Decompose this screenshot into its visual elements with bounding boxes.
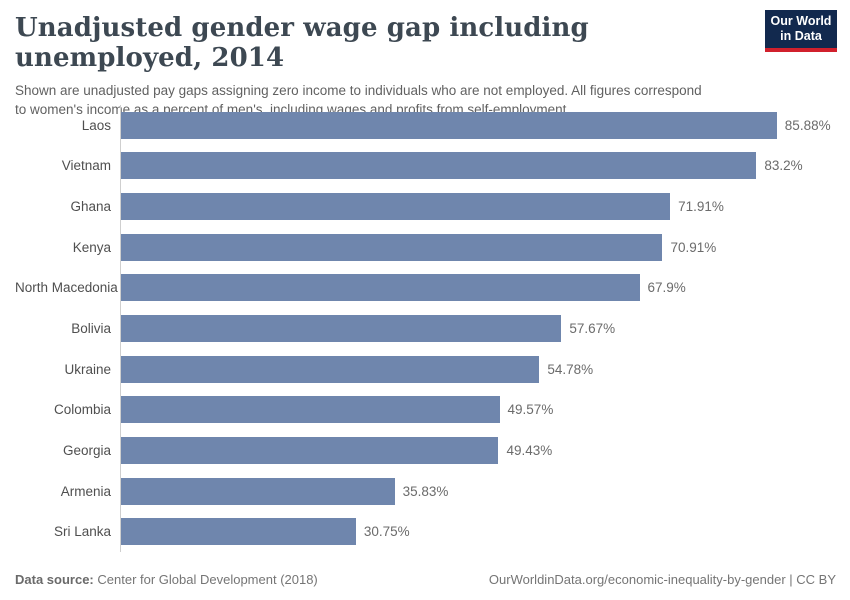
bar-track: 70.91% <box>120 226 835 268</box>
bar-colombia[interactable] <box>121 396 500 424</box>
bar-track: 57.67% <box>120 308 835 349</box>
bar-row: Georgia 49.43% <box>15 430 835 471</box>
bar-bolivia[interactable] <box>121 315 562 343</box>
country-label-sri-lanka: Sri Lanka <box>53 524 111 540</box>
owid-logo[interactable]: Our World in Data <box>765 10 837 52</box>
bar-track: 35.83% <box>120 470 835 512</box>
value-label: 70.91% <box>670 239 717 255</box>
chart-footer: Data source: Center for Global Developme… <box>15 572 836 587</box>
value-label: 35.83% <box>402 483 449 499</box>
value-label: 57.67% <box>569 321 616 337</box>
bar-row: Laos 85.88% <box>15 105 835 146</box>
value-label: 85.88% <box>784 117 831 133</box>
owid-logo-line2: in Data <box>780 29 822 43</box>
value-label: 49.43% <box>506 442 553 458</box>
bar-track: 85.88% <box>120 105 835 146</box>
country-label-armenia: Armenia <box>60 483 111 499</box>
chart-header: Unadjusted gender wage gap including une… <box>15 10 837 119</box>
country-label-ukraine: Ukraine <box>64 361 111 377</box>
bar-row: Ukraine 54.78% <box>15 348 835 390</box>
bar-chart: Laos 85.88% Vietnam 83.2% Ghana 71.91% Kenya 70… <box>15 105 835 553</box>
bar-track: 83.2% <box>120 145 835 187</box>
bar-track: 49.57% <box>120 389 835 431</box>
country-label-colombia: Colombia <box>53 402 111 418</box>
value-label: 67.9% <box>647 280 686 296</box>
owid-logo-line1: Our World <box>770 13 832 28</box>
bar-armenia[interactable] <box>121 477 395 505</box>
bar-north-macedonia[interactable] <box>121 274 640 302</box>
bar-row: Ghana 71.91% <box>15 186 835 227</box>
bar-track: 49.43% <box>120 430 835 471</box>
country-label-bolivia: Bolivia <box>71 321 111 337</box>
data-source-label: Data source: <box>15 572 94 587</box>
bar-ukraine[interactable] <box>121 355 540 383</box>
bar-sri-lanka[interactable] <box>121 518 356 546</box>
bar-track: 71.91% <box>120 186 835 227</box>
bar-row: Armenia 35.83% <box>15 470 835 512</box>
bar-track: 54.78% <box>120 348 835 390</box>
credit-link[interactable]: OurWorldinData.org/economic-inequality-b… <box>488 572 836 587</box>
country-label-vietnam: Vietnam <box>61 158 111 174</box>
country-label-laos: Laos <box>81 117 111 133</box>
bar-row: Kenya 70.91% <box>15 226 835 268</box>
bar-row: Sri Lanka 30.75% <box>15 511 835 553</box>
country-label-kenya: Kenya <box>72 239 111 255</box>
bar-kenya[interactable] <box>121 233 663 261</box>
bar-vietnam[interactable] <box>121 152 757 180</box>
bar-row: Vietnam 83.2% <box>15 145 835 187</box>
bar-row: Bolivia 57.67% <box>15 308 835 349</box>
value-label: 54.78% <box>547 361 594 377</box>
value-label: 71.91% <box>678 199 724 215</box>
bar-track: 67.9% <box>120 267 835 309</box>
value-label: 49.57% <box>507 402 554 418</box>
value-label: 30.75% <box>363 524 410 540</box>
country-label-north-macedonia: North Macedonia <box>15 280 118 296</box>
value-label: 83.2% <box>764 158 803 174</box>
bar-rows: Laos 85.88% Vietnam 83.2% Ghana 71.91% Kenya 70… <box>15 105 835 553</box>
bar-row: North Macedonia 67.9% <box>15 267 835 309</box>
bar-ghana[interactable] <box>121 193 671 221</box>
page-title: Unadjusted gender wage gap including une… <box>15 13 589 73</box>
bar-georgia[interactable] <box>121 436 499 464</box>
bar-track: 30.75% <box>120 511 835 553</box>
data-source-text: Center for Global Development (2018) <box>97 572 318 587</box>
bar-row: Colombia 49.57% <box>15 389 835 431</box>
country-label-ghana: Ghana <box>70 199 111 215</box>
data-source: Data source: Center for Global Developme… <box>15 572 318 587</box>
country-label-georgia: Georgia <box>62 442 111 458</box>
bar-laos[interactable] <box>121 111 777 139</box>
